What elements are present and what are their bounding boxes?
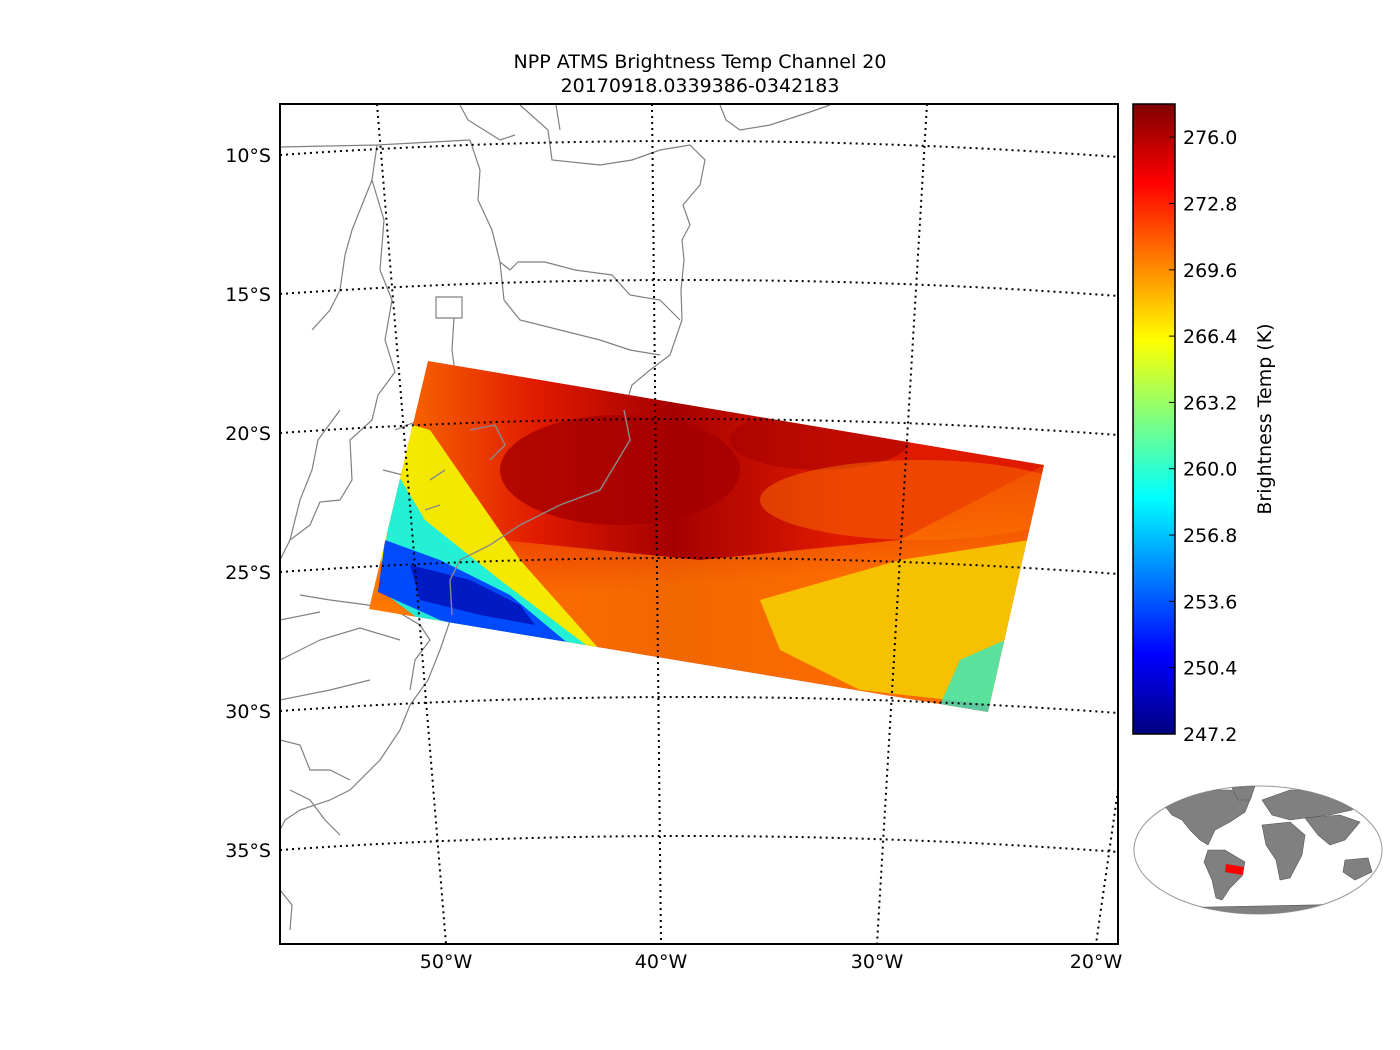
map-subtitle: 20170918.0339386-0342183: [561, 75, 840, 97]
colorbar-tick-label: 269.6: [1183, 260, 1237, 282]
colorbar-tick-label: 266.4: [1183, 326, 1237, 348]
lon-label-40w: 40°W: [635, 951, 688, 973]
lat-label-35s: 35°S: [225, 840, 271, 862]
colorbar-tick-label: 247.2: [1183, 724, 1237, 746]
colorbar: 276.0 272.8 269.6 266.4 263.2 260.0 256.8 253.6…: [1132, 103, 1276, 746]
map-title: NPP ATMS Brightness Temp Channel 20: [514, 51, 887, 73]
colorbar-label: Brightness Temp (K): [1254, 323, 1276, 514]
lon-label-50w: 50°W: [420, 951, 473, 973]
lat-label-30s: 30°S: [225, 701, 271, 723]
graticule: [280, 104, 1118, 944]
colorbar-tick-label: 260.0: [1183, 459, 1237, 481]
lon-label-30w: 30°W: [851, 951, 904, 973]
map-frame: [279, 103, 1119, 945]
colorbar-tick-label: 253.6: [1183, 591, 1237, 613]
inset-swath-marker: [1225, 864, 1244, 875]
colorbar-tick-label: 276.0: [1183, 127, 1237, 149]
lat-label-20s: 20°S: [225, 423, 271, 445]
lat-label-10s: 10°S: [225, 145, 271, 167]
inset-world-map: [1133, 785, 1383, 915]
colorbar-tick-label: 263.2: [1183, 392, 1237, 414]
brightness-temp-swath[interactable]: [369, 361, 1080, 712]
longitude-labels: 50°W 40°W 30°W 20°W: [420, 951, 1123, 973]
colorbar-bar: [1132, 103, 1176, 735]
map-area[interactable]: [280, 104, 1118, 944]
colorbar-tick-label: 272.8: [1183, 193, 1237, 215]
coastline-overlay: [424, 409, 631, 616]
colorbar-tick-label: 250.4: [1183, 658, 1237, 680]
lat-label-25s: 25°S: [225, 562, 271, 584]
lat-label-15s: 15°S: [225, 284, 271, 306]
latitude-labels: 10°S 15°S 20°S 25°S 30°S 35°S: [225, 145, 271, 862]
colorbar-tick-label: 256.8: [1183, 525, 1237, 547]
lon-label-20w: 20°W: [1070, 951, 1123, 973]
colorbar-ticks: 276.0 272.8 269.6 266.4 263.2 260.0 256.8 253.6…: [1169, 127, 1237, 746]
